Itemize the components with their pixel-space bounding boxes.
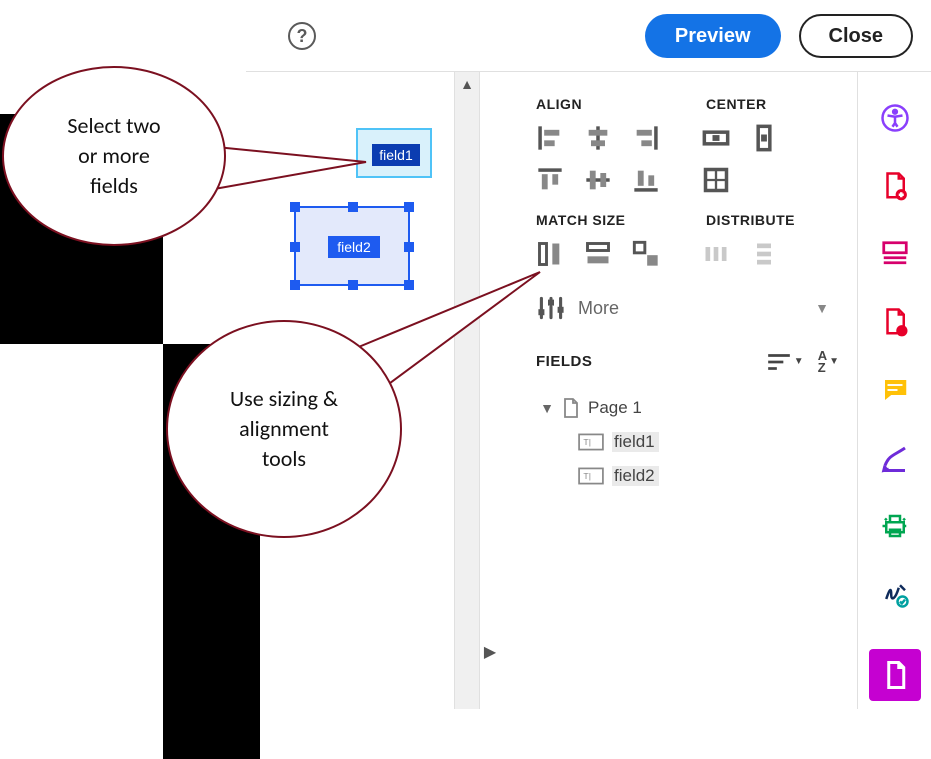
tree-page-row[interactable]: ▼ Page 1 bbox=[538, 391, 847, 425]
form-field-1[interactable]: field1 bbox=[356, 128, 432, 178]
right-tool-rail: i bbox=[859, 72, 931, 709]
tree-page-label: Page 1 bbox=[588, 398, 642, 418]
distribute-horizontal-icon[interactable] bbox=[702, 240, 730, 268]
distribute-header: DISTRIBUTE bbox=[706, 212, 795, 228]
callout-select-fields: Select two or more fields bbox=[2, 66, 226, 246]
tree-field-label: field1 bbox=[612, 432, 659, 452]
center-both-icon[interactable] bbox=[702, 166, 730, 194]
sort-az-icon[interactable]: AZ▼ bbox=[818, 350, 839, 373]
combine-tool-icon[interactable] bbox=[869, 228, 921, 280]
more-tools-button[interactable]: More ▼ bbox=[536, 296, 847, 320]
create-pdf-tool-icon[interactable] bbox=[869, 160, 921, 212]
print-tool-icon[interactable] bbox=[869, 500, 921, 552]
match-size-header: MATCH SIZE bbox=[536, 212, 706, 228]
preview-button[interactable]: Preview bbox=[645, 14, 781, 58]
center-horizontal-icon[interactable] bbox=[702, 124, 730, 152]
align-header: ALIGN bbox=[536, 96, 706, 112]
svg-text:T|: T| bbox=[583, 438, 591, 448]
form-tools-panel: ALIGN CENTER bbox=[508, 72, 858, 709]
match-height-icon[interactable] bbox=[584, 240, 612, 268]
tree-field-item[interactable]: T| field1 bbox=[538, 425, 847, 459]
match-both-icon[interactable] bbox=[632, 240, 660, 268]
distribute-vertical-icon[interactable] bbox=[750, 240, 778, 268]
accessibility-tool-icon[interactable] bbox=[869, 92, 921, 144]
align-right-icon[interactable] bbox=[632, 124, 660, 152]
form-field-1-label: field1 bbox=[372, 144, 420, 166]
chevron-down-icon: ▼ bbox=[538, 400, 556, 416]
panel-collapse-arrow[interactable]: ▶ bbox=[480, 638, 500, 666]
more-label: More bbox=[578, 298, 619, 319]
fields-header: FIELDS bbox=[536, 353, 592, 370]
sign-tool-icon[interactable] bbox=[869, 568, 921, 620]
callout-sizing-tools: Use sizing & alignment tools bbox=[166, 320, 402, 538]
center-vertical-icon[interactable] bbox=[750, 124, 778, 152]
sort-order-icon[interactable]: ▼ bbox=[766, 352, 804, 372]
svg-text:T|: T| bbox=[583, 472, 591, 482]
top-toolbar: ? Preview Close bbox=[246, 0, 931, 72]
align-bottom-icon[interactable] bbox=[632, 166, 660, 194]
prepare-form-tool-icon[interactable] bbox=[869, 649, 921, 701]
align-center-v-icon[interactable] bbox=[584, 166, 612, 194]
center-header: CENTER bbox=[706, 96, 767, 112]
svg-text:i: i bbox=[899, 327, 901, 337]
pdf-info-tool-icon[interactable]: i bbox=[869, 296, 921, 348]
align-left-icon[interactable] bbox=[536, 124, 564, 152]
form-field-2-selected[interactable]: field2 bbox=[294, 206, 410, 286]
edit-tool-icon[interactable] bbox=[869, 432, 921, 484]
comment-tool-icon[interactable] bbox=[869, 364, 921, 416]
tree-field-label: field2 bbox=[612, 466, 659, 486]
close-button[interactable]: Close bbox=[799, 14, 913, 58]
tree-field-item[interactable]: T| field2 bbox=[538, 459, 847, 493]
match-width-icon[interactable] bbox=[536, 240, 564, 268]
vertical-scrollbar[interactable]: ▲ bbox=[454, 72, 480, 709]
fields-tree: ▼ Page 1 T| field1 T| field2 bbox=[538, 391, 847, 493]
help-icon[interactable]: ? bbox=[288, 22, 316, 50]
align-top-icon[interactable] bbox=[536, 166, 564, 194]
chevron-down-icon: ▼ bbox=[815, 300, 829, 316]
form-field-2-label: field2 bbox=[328, 236, 380, 258]
align-center-h-icon[interactable] bbox=[584, 124, 612, 152]
